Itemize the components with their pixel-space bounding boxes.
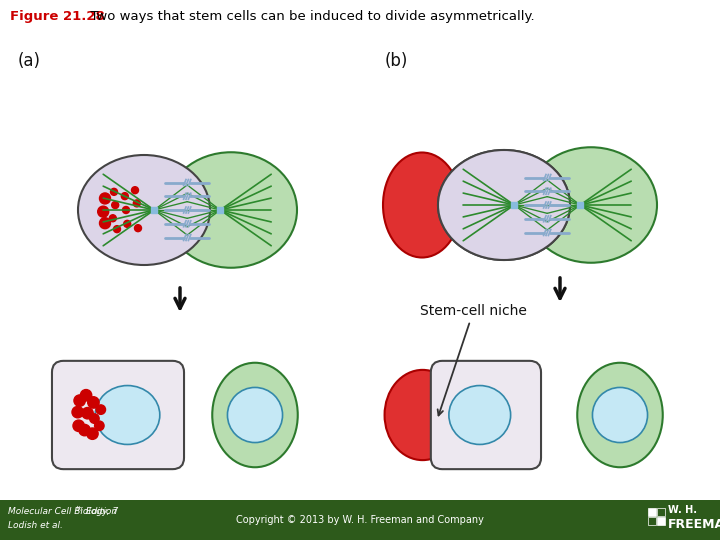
Circle shape: [132, 187, 138, 194]
Ellipse shape: [438, 150, 570, 260]
FancyBboxPatch shape: [52, 361, 184, 469]
Circle shape: [98, 206, 109, 217]
Bar: [648, 508, 656, 516]
Bar: [0, 500, 720, 540]
Bar: [657, 517, 665, 525]
Circle shape: [121, 193, 128, 200]
Ellipse shape: [383, 152, 461, 258]
Circle shape: [99, 218, 110, 229]
Circle shape: [73, 420, 84, 431]
Text: FREEMAN: FREEMAN: [668, 518, 720, 531]
Text: Copyright © 2013 by W. H. Freeman and Company: Copyright © 2013 by W. H. Freeman and Co…: [236, 515, 484, 525]
Ellipse shape: [525, 147, 657, 263]
Text: Lodish et al.: Lodish et al.: [8, 521, 63, 530]
Circle shape: [74, 395, 86, 406]
Circle shape: [94, 421, 104, 430]
Circle shape: [110, 188, 117, 195]
Circle shape: [133, 200, 140, 207]
Circle shape: [82, 408, 93, 419]
Circle shape: [81, 389, 91, 401]
Circle shape: [99, 193, 110, 204]
Ellipse shape: [165, 152, 297, 268]
FancyBboxPatch shape: [431, 361, 541, 469]
Circle shape: [86, 428, 98, 440]
Circle shape: [96, 405, 106, 414]
Circle shape: [114, 226, 120, 233]
Circle shape: [90, 414, 99, 423]
Text: (b): (b): [385, 52, 408, 70]
Text: W. H.: W. H.: [668, 505, 697, 515]
Ellipse shape: [438, 150, 570, 260]
Circle shape: [122, 206, 130, 213]
Text: Two ways that stem cells can be induced to divide asymmetrically.: Two ways that stem cells can be induced …: [82, 10, 535, 23]
Ellipse shape: [95, 386, 160, 444]
Ellipse shape: [78, 155, 210, 265]
Circle shape: [135, 225, 142, 232]
Circle shape: [79, 424, 90, 436]
Circle shape: [124, 220, 131, 227]
Ellipse shape: [577, 363, 662, 467]
Circle shape: [109, 215, 117, 222]
Circle shape: [88, 397, 99, 408]
Text: Molecular Cell Biology, 7: Molecular Cell Biology, 7: [8, 507, 118, 516]
Ellipse shape: [212, 363, 298, 467]
Text: Edition: Edition: [83, 507, 117, 516]
Bar: [657, 508, 665, 516]
Text: Stem-cell niche: Stem-cell niche: [420, 304, 527, 415]
Ellipse shape: [449, 386, 510, 444]
Text: th: th: [76, 506, 84, 512]
Ellipse shape: [384, 370, 461, 460]
Text: (a): (a): [18, 52, 41, 70]
Ellipse shape: [593, 388, 647, 443]
Text: Figure 21.28: Figure 21.28: [10, 10, 104, 23]
Ellipse shape: [228, 388, 282, 443]
Bar: [648, 517, 656, 525]
Circle shape: [72, 407, 84, 418]
Circle shape: [112, 201, 119, 208]
